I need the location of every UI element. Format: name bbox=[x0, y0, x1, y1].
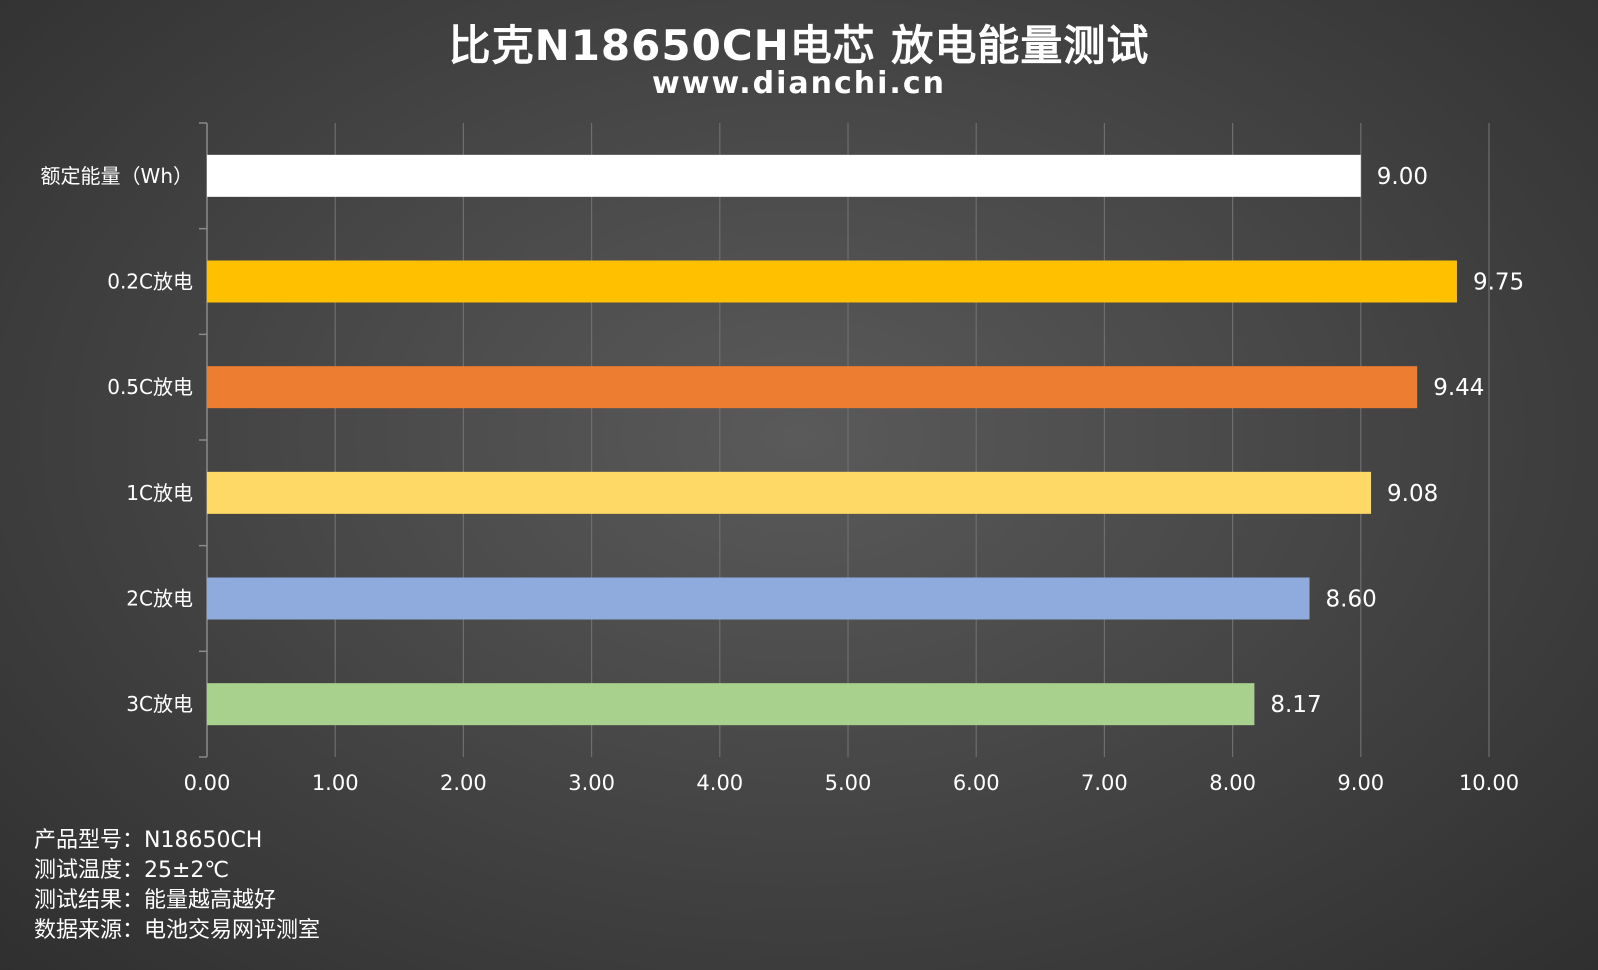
x-tick-label: 0.00 bbox=[184, 771, 231, 795]
bar bbox=[207, 577, 1310, 620]
category-label: 0.2C放电 bbox=[107, 270, 193, 294]
value-label: 9.44 bbox=[1433, 375, 1484, 401]
category-label: 额定能量（Wh） bbox=[41, 164, 193, 188]
value-label: 9.08 bbox=[1387, 481, 1438, 507]
note-source: 数据来源：电池交易网评测室 bbox=[34, 918, 321, 943]
category-label: 1C放电 bbox=[126, 481, 193, 505]
x-tick-label: 6.00 bbox=[953, 771, 1000, 795]
category-label: 0.5C放电 bbox=[107, 375, 193, 399]
bar bbox=[207, 366, 1418, 409]
x-tick-label: 1.00 bbox=[312, 771, 359, 795]
x-tick-label: 4.00 bbox=[696, 771, 743, 795]
x-tick-label: 7.00 bbox=[1081, 771, 1128, 795]
x-tick-label: 5.00 bbox=[825, 771, 872, 795]
value-label: 9.75 bbox=[1473, 270, 1524, 296]
value-label: 8.60 bbox=[1326, 587, 1377, 613]
notes-block: 产品型号：N18650CH 测试温度：25±2℃ 测试结果：能量越高越好 数据来… bbox=[34, 826, 320, 946]
bar bbox=[207, 683, 1255, 726]
x-tick-label: 8.00 bbox=[1209, 771, 1256, 795]
x-tick-label: 9.00 bbox=[1337, 771, 1384, 795]
chart-subtitle: www.dianchi.cn bbox=[652, 66, 946, 101]
note-model: 产品型号：N18650CH bbox=[34, 828, 263, 853]
note-temperature: 测试温度：25±2℃ bbox=[34, 858, 230, 883]
value-label: 8.17 bbox=[1270, 692, 1321, 718]
value-label: 9.00 bbox=[1377, 164, 1428, 190]
x-tick-label: 2.00 bbox=[440, 771, 487, 795]
category-label: 2C放电 bbox=[126, 587, 193, 611]
x-tick-label: 10.00 bbox=[1459, 771, 1519, 795]
chart-title: 比克N18650CH电芯 放电能量测试 bbox=[448, 21, 1150, 70]
category-label: 3C放电 bbox=[126, 692, 193, 716]
bar bbox=[207, 260, 1457, 303]
x-tick-label: 3.00 bbox=[568, 771, 615, 795]
bar bbox=[207, 154, 1361, 197]
bar bbox=[207, 471, 1372, 514]
note-result: 测试结果：能量越高越好 bbox=[34, 888, 277, 913]
